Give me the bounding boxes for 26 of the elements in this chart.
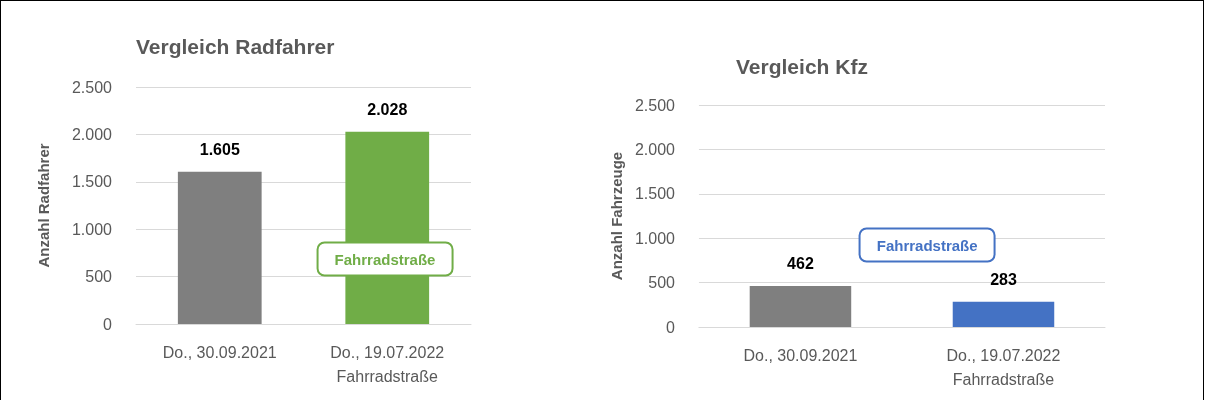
- chart-title: Vergleich Radfahrer: [136, 35, 335, 58]
- x-tick-label: Do., 30.09.2021: [162, 343, 277, 361]
- y-tick-label: 0: [666, 318, 676, 336]
- y-tick-label: 1.500: [71, 173, 113, 191]
- y-axis-title: Anzahl Fahrzeuge: [608, 151, 625, 281]
- annotation: Fahrradstraße: [316, 241, 454, 277]
- y-tick-label: 2.000: [634, 140, 676, 158]
- y-axis-title: Anzahl Radfahrer: [35, 143, 52, 268]
- y-tick-label: 2.000: [71, 125, 113, 143]
- x-tick-label: Do., 30.09.2021: [743, 346, 858, 364]
- x-tick-label: Do., 19.07.2022 Fahrradstraße: [330, 343, 445, 385]
- y-tick-label: 1.000: [634, 229, 676, 247]
- y-tick-label: 0: [103, 315, 113, 333]
- y-tick-label: 2.500: [71, 78, 113, 96]
- data-label: 2.028: [367, 101, 408, 119]
- y-tick-label: 1.500: [634, 185, 676, 203]
- annotation: Fahrradstraße: [858, 227, 996, 263]
- data-label: 1.605: [199, 141, 240, 159]
- y-tick-label: 2.500: [634, 96, 676, 114]
- data-label: 283: [990, 271, 1017, 289]
- y-tick-label: 500: [85, 268, 113, 286]
- chart-title: Vergleich Kfz: [736, 55, 868, 78]
- y-tick-label: 1.000: [71, 220, 113, 238]
- data-label: 462: [787, 255, 814, 273]
- y-tick-label: 500: [648, 274, 676, 292]
- x-tick-label: Do., 19.07.2022 Fahrradstraße: [946, 346, 1061, 388]
